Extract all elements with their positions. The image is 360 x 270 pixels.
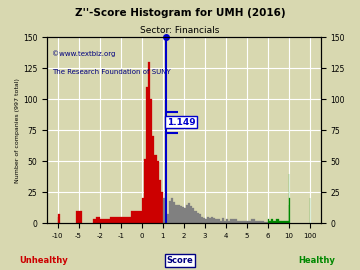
Bar — [58, 214, 60, 223]
Bar — [256, 221, 260, 223]
Bar — [163, 198, 165, 223]
Bar — [167, 214, 169, 223]
Bar — [154, 155, 157, 223]
Bar — [207, 217, 209, 223]
Bar — [190, 206, 192, 223]
Bar — [284, 221, 287, 223]
Bar — [182, 207, 184, 223]
Bar — [271, 219, 273, 223]
Y-axis label: Number of companies (997 total): Number of companies (997 total) — [15, 78, 20, 183]
Text: Unhealthy: Unhealthy — [19, 256, 68, 265]
Bar — [216, 219, 217, 223]
Bar — [192, 208, 194, 223]
Bar — [268, 219, 269, 223]
Bar — [121, 217, 131, 223]
Bar — [276, 219, 279, 223]
Bar — [100, 219, 110, 223]
Bar — [144, 159, 146, 223]
Bar — [177, 204, 180, 223]
Text: Score: Score — [167, 256, 193, 265]
Bar — [264, 222, 268, 223]
Text: ©www.textbiz.org: ©www.textbiz.org — [53, 50, 116, 57]
Bar — [157, 161, 159, 223]
Bar — [180, 206, 182, 223]
Bar — [142, 198, 144, 223]
Bar — [209, 218, 211, 223]
Bar — [96, 217, 100, 223]
Text: Healthy: Healthy — [298, 256, 335, 265]
Bar — [199, 214, 201, 223]
Bar — [287, 221, 289, 223]
Bar — [194, 211, 197, 223]
Bar — [110, 217, 121, 223]
Bar — [148, 62, 150, 223]
Text: 1.149: 1.149 — [167, 118, 195, 127]
Bar — [269, 221, 271, 223]
Bar — [203, 218, 205, 223]
Bar — [230, 219, 237, 223]
Bar — [76, 211, 82, 223]
Bar — [279, 221, 281, 223]
Bar — [152, 136, 154, 223]
Bar — [197, 213, 199, 223]
Bar — [273, 221, 276, 223]
Bar — [281, 221, 284, 223]
Bar — [150, 99, 152, 223]
Bar — [205, 219, 207, 223]
Bar — [184, 208, 186, 223]
Bar — [251, 219, 256, 223]
Bar — [161, 192, 163, 223]
Bar — [165, 217, 167, 223]
Bar — [188, 203, 190, 223]
Bar — [247, 221, 251, 223]
Text: The Research Foundation of SUNY: The Research Foundation of SUNY — [53, 69, 171, 75]
Bar — [159, 180, 161, 223]
Bar — [226, 219, 228, 223]
Bar — [131, 211, 142, 223]
Bar — [169, 201, 171, 223]
Bar — [260, 221, 264, 223]
Bar — [220, 221, 222, 223]
Bar — [174, 202, 175, 223]
Bar — [93, 219, 96, 223]
Bar — [222, 218, 224, 223]
Bar — [175, 204, 177, 223]
Bar — [243, 221, 247, 223]
Bar — [237, 221, 243, 223]
Bar — [211, 217, 213, 223]
Bar — [186, 204, 188, 223]
Bar — [201, 217, 203, 223]
Bar — [146, 87, 148, 223]
Bar — [171, 198, 174, 223]
Text: Sector: Financials: Sector: Financials — [140, 26, 220, 35]
Text: Z''-Score Histogram for UMH (2016): Z''-Score Histogram for UMH (2016) — [75, 8, 285, 18]
Bar — [217, 219, 220, 223]
Bar — [213, 218, 216, 223]
Bar — [228, 221, 230, 223]
Bar — [224, 221, 226, 223]
